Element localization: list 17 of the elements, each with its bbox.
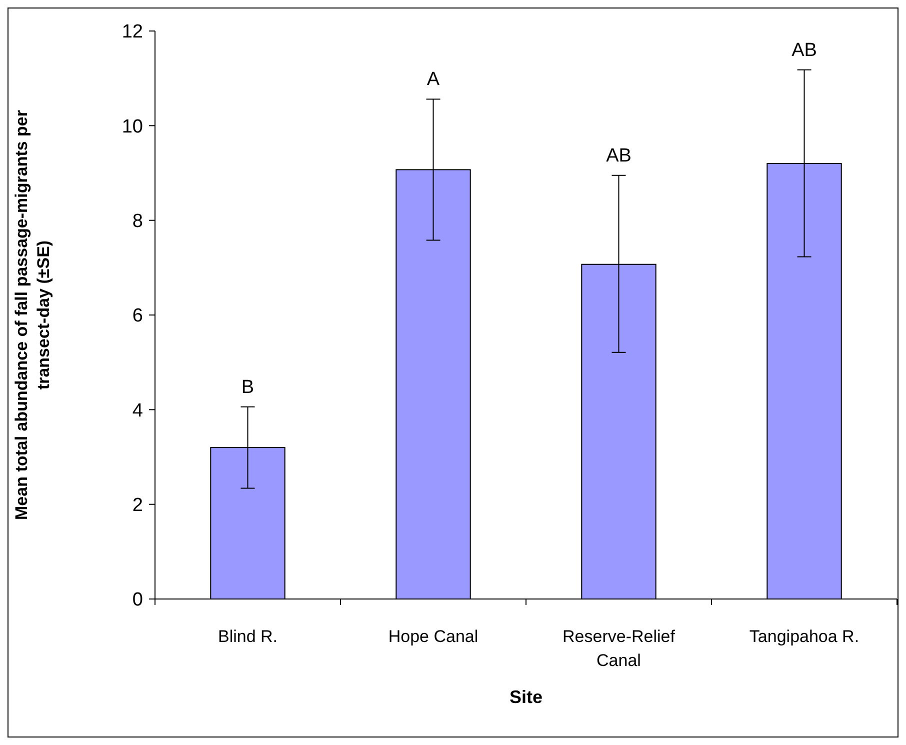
y-tick-label: 0: [132, 590, 143, 611]
x-tick-label: Hope Canal: [388, 627, 478, 646]
y-tick-label: 8: [132, 210, 143, 232]
x-axis-title: Site: [509, 687, 543, 707]
y-tick-label: 4: [132, 400, 144, 422]
annotation: A: [426, 69, 440, 90]
x-tick-label: Reserve-Relief Canal: [562, 627, 676, 670]
y-tick-label: 12: [122, 22, 143, 43]
y-tick-label: 2: [132, 494, 143, 516]
x-tick-label: Blind R.: [218, 627, 278, 646]
y-tick-label: 6: [132, 306, 143, 327]
annotation: AB: [792, 40, 817, 61]
x-tick-label: Tangipahoa R.: [749, 627, 860, 646]
annotation: AB: [606, 145, 632, 166]
y-tick-label: 10: [122, 116, 143, 138]
annotation: B: [241, 376, 254, 398]
y-axis-title: Mean total abundance of fall passage-migrants per transect-day (±SE): [12, 110, 53, 520]
